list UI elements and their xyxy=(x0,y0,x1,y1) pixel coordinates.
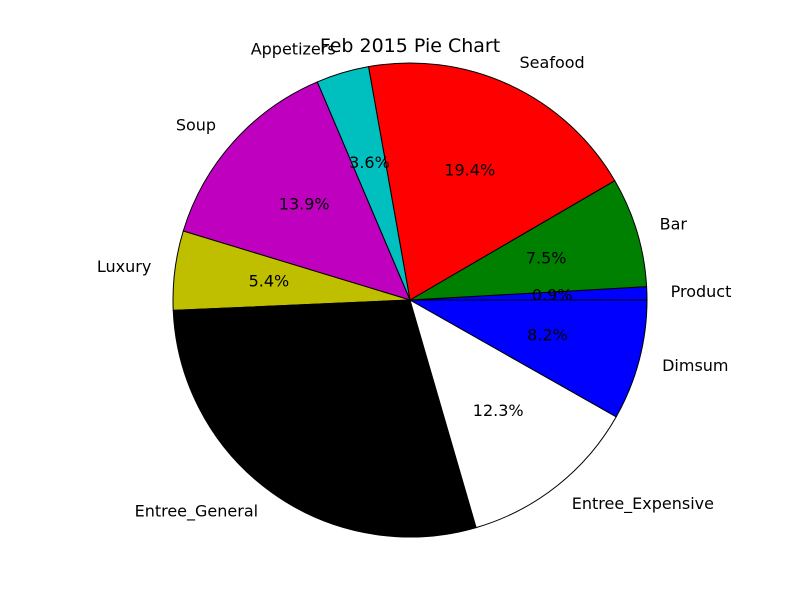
slice-percent-label: 13.9% xyxy=(279,194,330,213)
slice-percent-label: 7.5% xyxy=(526,249,567,268)
slice-percent-label: 19.4% xyxy=(444,160,495,179)
pie-slice-bar xyxy=(409,180,648,301)
slice-label: Seafood xyxy=(520,53,585,72)
pie-slice-soup xyxy=(182,81,411,301)
slice-label: Product xyxy=(671,282,732,301)
pie-slice-entree-expensive xyxy=(409,299,617,529)
pie-slices xyxy=(172,62,648,538)
slice-percent-label: 8.2% xyxy=(527,326,568,345)
pie-labels: Product Bar Seafood Appetizers Soup Luxury Ent… xyxy=(97,40,731,522)
slice-label: Appetizers xyxy=(251,40,336,59)
pie-slice-seafood xyxy=(368,62,616,301)
slice-label: Bar xyxy=(660,214,688,233)
slice-label: Entree_Expensive xyxy=(572,494,714,514)
slice-label: Soup xyxy=(176,115,216,134)
chart-title: Feb 2015 Pie Chart xyxy=(320,35,500,57)
slice-percent-label: 12.3% xyxy=(473,401,524,420)
slice-percent-label: 5.4% xyxy=(249,272,290,291)
slice-percent-label: 3.6% xyxy=(349,153,390,172)
slice-label: Entree_General xyxy=(135,501,259,521)
slice-percent-label: 0.9% xyxy=(532,285,573,304)
pie-slice-entree-general xyxy=(172,299,477,538)
slice-label: Dimsum xyxy=(662,356,728,375)
slice-label: Luxury xyxy=(97,257,151,276)
pie-percent-labels: 0.9% 7.5% 19.4% 3.6% 13.9% 5.4% 12.3% 8.2% xyxy=(249,153,573,420)
pie-slice-dimsum xyxy=(409,299,648,418)
